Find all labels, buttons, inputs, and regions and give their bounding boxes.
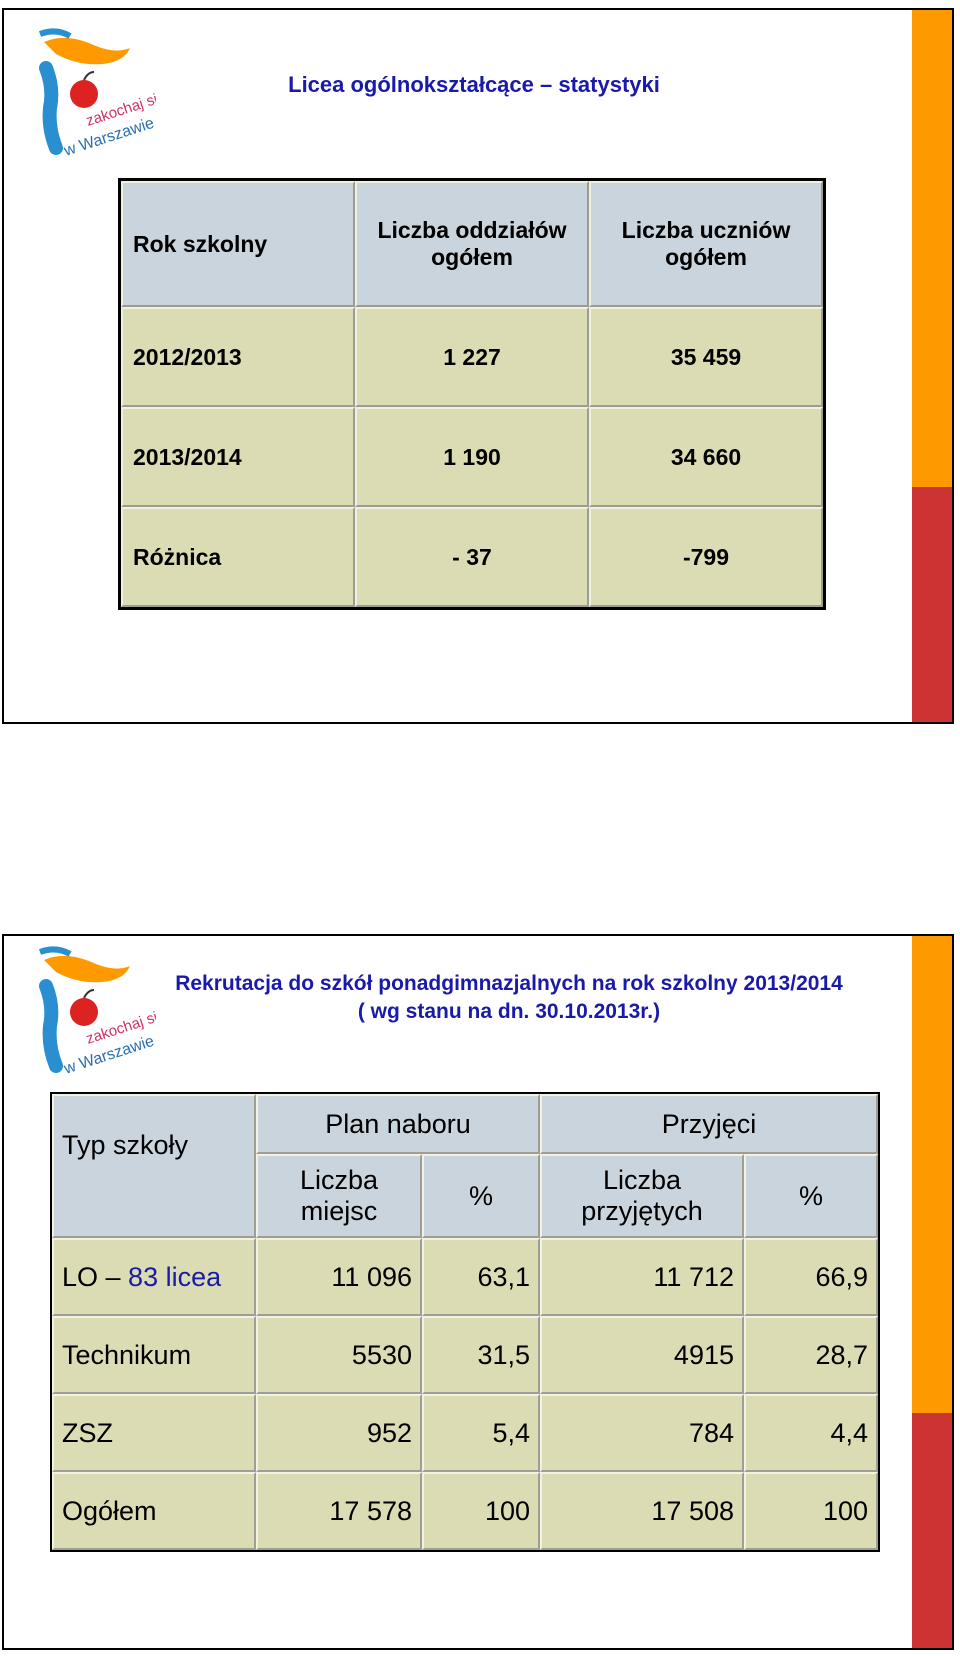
table-row: Różnica - 37 -799 (121, 507, 823, 607)
cell-percent-plan: 5,4 (422, 1394, 540, 1472)
header-plan: Plan naboru (256, 1094, 540, 1154)
slide-title: Licea ogólnokształcące – statystyki (288, 72, 660, 97)
cell-admitted: 4915 (540, 1316, 744, 1394)
cell-type-name: Technikum (62, 1339, 192, 1370)
cell-places: 11 096 (256, 1238, 422, 1316)
title-line-2: ( wg stanu na dn. 30.10.2013r.) (357, 1000, 661, 1023)
cell-students: -799 (589, 507, 823, 607)
cell-admitted: 17 508 (540, 1472, 744, 1550)
cell-type-name: LO – (62, 1261, 129, 1292)
table-header-row: Typ szkoły Plan naboru Przyjęci (52, 1094, 878, 1238)
title-line-1: Rekrutacja do szkół ponadgimnazjalnych n… (175, 972, 843, 995)
cell-type: LO – 83 licea (52, 1238, 256, 1316)
cell-places: 5530 (256, 1316, 422, 1394)
table-row: Ogółem 17 578 100 17 508 100 (52, 1472, 878, 1550)
table-subheader-row: Liczba miejsc % Liczba przyjętych % (52, 1154, 878, 1238)
table-row: 2013/2014 1 190 34 660 (121, 407, 823, 507)
header-admitted: Przyjęci (540, 1094, 878, 1154)
header-percent-plan: % (422, 1154, 540, 1238)
side-accent-bar (912, 936, 952, 1648)
table-row: Technikum 5530 31,5 4915 28,7 (52, 1316, 878, 1394)
cell-places: 17 578 (256, 1472, 422, 1550)
cell-percent-admitted: 4,4 (744, 1394, 878, 1472)
cell-percent-admitted: 100 (744, 1472, 878, 1550)
recruitment-table: Typ szkoły Plan naboru Przyjęci Liczba m… (50, 1092, 880, 1552)
cell-students: 35 459 (589, 307, 823, 407)
cell-type: Ogółem (52, 1472, 256, 1550)
cell-admitted: 11 712 (540, 1238, 744, 1316)
slide-recruitment: zakochaj się w Warszawie Rekrutacja do s… (2, 934, 954, 1650)
cell-type-name: ZSZ (62, 1417, 113, 1448)
table-row: LO – 83 licea 11 096 63,1 11 712 66,9 (52, 1238, 878, 1316)
header-admitted-count: Liczba przyjętych (540, 1154, 744, 1238)
cell-year: 2013/2014 (121, 407, 355, 507)
cell-percent-plan: 31,5 (422, 1316, 540, 1394)
cell-year: Różnica (121, 507, 355, 607)
table-row: ZSZ 952 5,4 784 4,4 (52, 1394, 878, 1472)
side-bar-orange (912, 10, 952, 488)
side-bar-red (912, 1413, 952, 1648)
cell-classes: 1 190 (355, 407, 589, 507)
side-bar-orange (912, 936, 952, 1414)
warsaw-logo-icon: zakochaj się w Warszawie (38, 28, 156, 160)
table-row: 2012/2013 1 227 35 459 (121, 307, 823, 407)
warsaw-logo-icon: zakochaj się w Warszawie (38, 946, 156, 1078)
header-places: Liczba miejsc (256, 1154, 422, 1238)
cell-type: ZSZ (52, 1394, 256, 1472)
cell-percent-admitted: 28,7 (744, 1316, 878, 1394)
header-classes: Liczba oddziałów ogółem (355, 181, 589, 307)
side-bar-red (912, 487, 952, 722)
statistics-table: Rok szkolny Liczba oddziałów ogółem Licz… (118, 178, 826, 610)
cell-year: 2012/2013 (121, 307, 355, 407)
cell-type-extra: 83 licea (128, 1261, 222, 1292)
cell-admitted: 784 (540, 1394, 744, 1472)
header-percent-admitted: % (744, 1154, 878, 1238)
cell-type: Technikum (52, 1316, 256, 1394)
slide-statistics: zakochaj się w Warszawie Licea ogólnoksz… (2, 8, 954, 724)
cell-places: 952 (256, 1394, 422, 1472)
side-accent-bar (912, 10, 952, 722)
cell-percent-admitted: 66,9 (744, 1238, 878, 1316)
header-school-year: Rok szkolny (121, 181, 355, 307)
slide-title: Rekrutacja do szkół ponadgimnazjalnych n… (124, 970, 894, 1026)
cell-students: 34 660 (589, 407, 823, 507)
cell-percent-plan: 63,1 (422, 1238, 540, 1316)
cell-type-name: Ogółem (62, 1495, 157, 1526)
header-students: Liczba uczniów ogółem (589, 181, 823, 307)
cell-classes: - 37 (355, 507, 589, 607)
table-header-row: Rok szkolny Liczba oddziałów ogółem Licz… (121, 181, 823, 307)
cell-percent-plan: 100 (422, 1472, 540, 1550)
cell-classes: 1 227 (355, 307, 589, 407)
header-school-type: Typ szkoły (52, 1094, 256, 1238)
